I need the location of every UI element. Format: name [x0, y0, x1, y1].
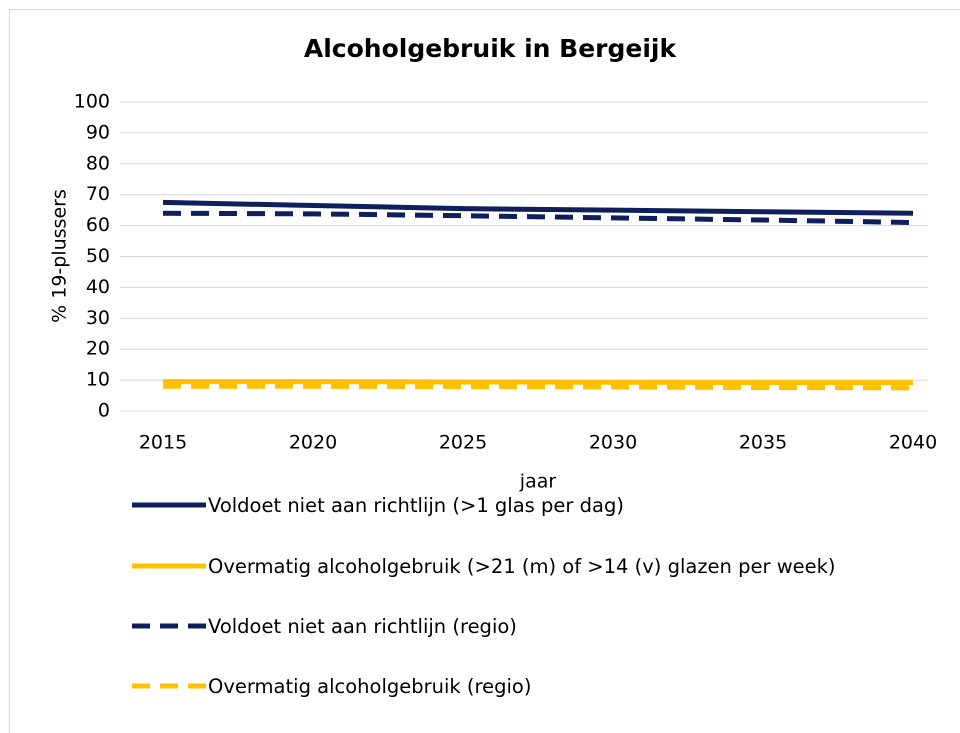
legend-label: Voldoet niet aan richtlijn (>1 glas per … — [208, 494, 624, 517]
legend-swatch — [132, 623, 206, 629]
y-tick-label: 80 — [86, 152, 110, 174]
legend-label: Voldoet niet aan richtlijn (regio) — [208, 615, 517, 638]
y-tick-label: 20 — [86, 338, 110, 360]
x-tick-label: 2025 — [439, 432, 487, 454]
x-tick-label: 2015 — [139, 432, 187, 454]
chart-frame — [9, 9, 960, 733]
y-axis-title: % 19-plussers — [49, 189, 71, 323]
x-tick-label: 2035 — [739, 432, 787, 454]
legend-item: Voldoet niet aan richtlijn (regio) — [130, 613, 868, 640]
series-line — [163, 379, 913, 386]
x-tick-label: 2030 — [589, 432, 637, 454]
y-tick-label: 100 — [74, 91, 110, 113]
series-line — [162, 199, 914, 216]
chart-title: Alcoholgebruik in Bergeijk — [304, 34, 678, 63]
legend-label: Overmatig alcoholgebruik (>21 (m) of >14… — [208, 555, 836, 578]
legend-swatch — [132, 502, 206, 508]
y-tick-label: 90 — [86, 121, 110, 143]
x-axis-title: jaar — [519, 471, 557, 493]
y-tick-label: 60 — [86, 214, 110, 236]
y-tick-label: 10 — [86, 369, 110, 391]
x-tick-label: 2040 — [889, 432, 937, 454]
legend-item: Voldoet niet aan richtlijn (>1 glas per … — [130, 492, 868, 519]
series-line — [162, 210, 914, 226]
legend-item: Overmatig alcoholgebruik (regio) — [130, 673, 868, 700]
legend-label: Overmatig alcoholgebruik (regio) — [208, 675, 532, 698]
legend-item: Overmatig alcoholgebruik (>21 (m) of >14… — [130, 553, 868, 580]
legend-swatch — [132, 563, 206, 569]
legend-swatch — [132, 683, 206, 689]
y-tick-label: 70 — [86, 183, 110, 205]
y-tick-label: 30 — [86, 307, 110, 329]
y-tick-label: 50 — [86, 245, 110, 267]
y-tick-label: 40 — [86, 276, 110, 298]
y-tick-label: 0 — [98, 400, 110, 422]
series-line — [163, 383, 914, 391]
x-tick-label: 2020 — [289, 432, 337, 454]
